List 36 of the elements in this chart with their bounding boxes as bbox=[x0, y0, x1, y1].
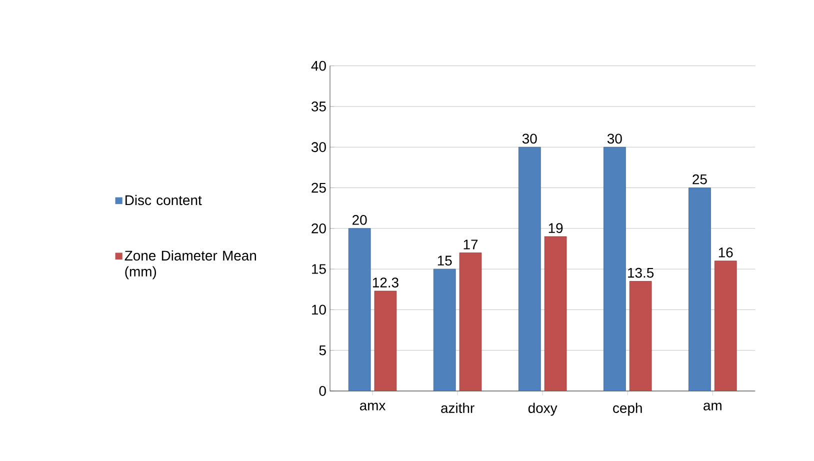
y-tick-label: 30 bbox=[312, 142, 326, 152]
data-label: 15 bbox=[438, 256, 452, 266]
bar bbox=[604, 146, 626, 391]
x-tick-label: doxy bbox=[528, 402, 558, 416]
data-label: 12.3 bbox=[372, 278, 398, 288]
y-tick-label: 0 bbox=[319, 386, 326, 396]
y-tick-label: 40 bbox=[311, 60, 326, 71]
y-tick-label: 35 bbox=[312, 102, 326, 112]
bar bbox=[459, 252, 482, 391]
bar bbox=[518, 146, 541, 391]
y-tick-label: 25 bbox=[312, 182, 326, 193]
y-tick-label: 20 bbox=[312, 223, 326, 234]
data-label: 30 bbox=[607, 134, 622, 144]
y-tick-label: 10 bbox=[312, 304, 326, 315]
x-tick-label: azithr bbox=[441, 402, 474, 414]
x-tick-label: ceph bbox=[613, 402, 642, 416]
data-label: 25 bbox=[692, 174, 707, 184]
data-label: 19 bbox=[548, 223, 563, 234]
bar bbox=[714, 260, 737, 391]
legend-label: Zone Diameter Mean (mm) bbox=[124, 250, 256, 280]
bar bbox=[374, 290, 397, 391]
data-label: 20 bbox=[352, 215, 367, 225]
data-label: 16 bbox=[718, 248, 733, 258]
legend-label: Disc content bbox=[126, 194, 202, 206]
y-tick-label: 5 bbox=[319, 345, 326, 356]
data-label: 17 bbox=[464, 240, 478, 250]
x-tick-label: amx bbox=[360, 402, 386, 410]
bar bbox=[544, 236, 567, 391]
bar bbox=[433, 268, 456, 391]
bar bbox=[688, 188, 711, 391]
data-label: 30 bbox=[522, 134, 537, 144]
x-tick-label: am bbox=[704, 402, 722, 410]
bar bbox=[629, 281, 652, 391]
bar bbox=[348, 228, 371, 391]
y-tick-label: 15 bbox=[312, 264, 326, 274]
data-label: 13.5 bbox=[628, 268, 654, 278]
